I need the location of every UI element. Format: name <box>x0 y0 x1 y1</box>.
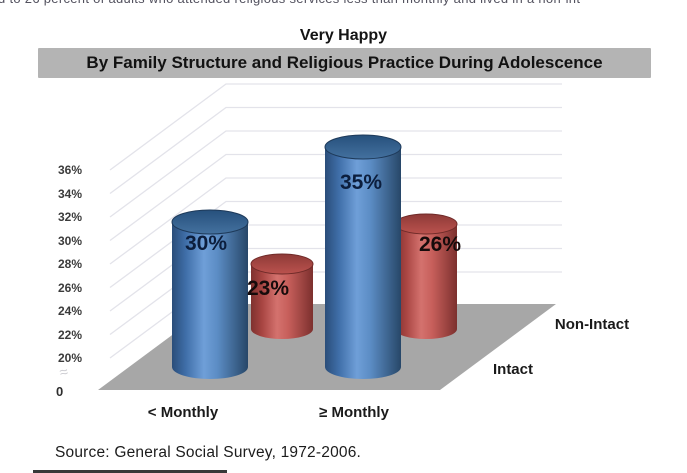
series-label-non-intact: Non-Intact <box>554 316 630 333</box>
y-tick-36: 36% <box>57 163 82 177</box>
bar-intact-lt-monthly <box>171 209 249 379</box>
clipped-bottom-element <box>33 470 227 473</box>
y-tick-zero: 0 <box>56 384 64 399</box>
chart-title: Very Happy <box>299 27 388 44</box>
value-label-non-intact-ge-monthly: 26% <box>418 233 462 256</box>
y-tick-28: 28% <box>57 257 82 271</box>
y-tick-30: 30% <box>57 233 82 248</box>
category-label-lt-monthly: < Monthly <box>147 404 219 421</box>
y-tick-22: 22% <box>57 327 82 342</box>
source-note: Source: General Social Survey, 1972-2006… <box>55 444 362 461</box>
bar-non-intact-ge-monthly <box>394 213 458 339</box>
value-label-intact-lt-monthly: 30% <box>184 232 228 255</box>
y-tick-32: 32% <box>57 210 82 224</box>
value-label-intact-ge-monthly: 35% <box>339 171 383 194</box>
y-tick-20: 20% <box>57 351 82 365</box>
value-label-non-intact-lt-monthly: 23% <box>246 277 290 300</box>
chart-subtitle: By Family Structure and Religious Practi… <box>38 48 651 78</box>
series-label-intact: Intact <box>492 361 533 378</box>
bar-non-intact-lt-monthly <box>250 253 314 339</box>
category-label-ge-monthly: ≥ Monthly <box>319 404 389 421</box>
y-tick-24: 24% <box>57 304 82 318</box>
clipped-top-text: d to 26 percent of adults who attended r… <box>0 0 687 8</box>
y-tick-34: 34% <box>57 186 82 201</box>
y-tick-26: 26% <box>57 280 82 295</box>
bar-intact-ge-monthly <box>324 134 402 379</box>
